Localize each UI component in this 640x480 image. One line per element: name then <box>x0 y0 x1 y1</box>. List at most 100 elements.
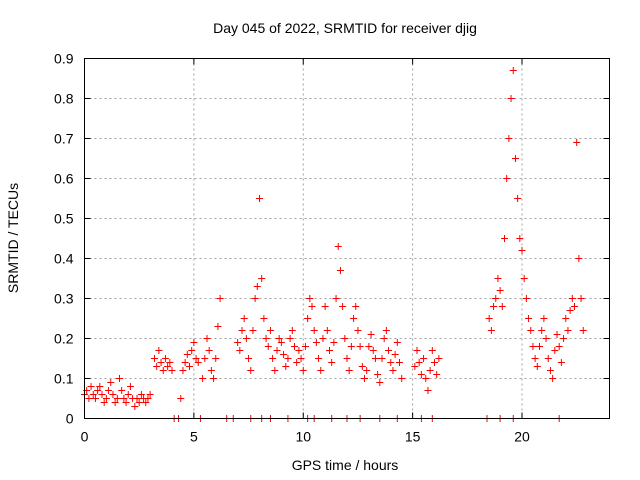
data-point <box>358 363 366 370</box>
data-point <box>398 375 406 382</box>
data-point <box>118 387 126 394</box>
data-point <box>339 303 347 310</box>
data-point <box>363 367 371 374</box>
data-point <box>347 343 355 350</box>
data-point <box>87 383 95 390</box>
data-point <box>385 347 393 354</box>
data-point <box>536 343 543 350</box>
data-point <box>540 315 548 322</box>
data-point <box>334 243 342 250</box>
data-point <box>579 327 587 334</box>
data-point <box>260 315 268 322</box>
data-point <box>529 343 537 350</box>
data-point <box>413 347 421 354</box>
data-point <box>422 375 430 382</box>
data-point <box>131 403 139 410</box>
data-point <box>299 367 307 374</box>
data-point <box>186 363 193 370</box>
data-point <box>273 347 281 354</box>
data-point <box>310 327 318 334</box>
data-point <box>207 367 215 374</box>
data-point <box>113 395 121 402</box>
data-point <box>146 391 154 398</box>
data-point <box>501 235 508 242</box>
data-point <box>380 335 388 342</box>
x-tick-label: 10 <box>295 429 311 445</box>
data-point <box>177 395 185 402</box>
data-point <box>367 331 375 338</box>
data-point <box>544 355 552 362</box>
data-point <box>105 387 113 394</box>
data-point <box>387 359 395 366</box>
data-point <box>181 359 189 366</box>
data-point <box>190 339 198 346</box>
data-point <box>330 339 338 346</box>
data-point <box>393 339 401 346</box>
data-point <box>317 367 325 374</box>
data-point <box>288 327 296 334</box>
data-point <box>356 343 364 350</box>
data-point <box>238 327 246 334</box>
data-point <box>269 355 277 362</box>
data-point <box>275 335 283 342</box>
data-point <box>122 399 130 406</box>
data-point <box>503 175 511 182</box>
data-point <box>168 367 176 374</box>
data-point <box>533 363 541 370</box>
data-point <box>137 391 145 398</box>
y-tick-label: 0.7 <box>54 131 74 147</box>
data-point <box>161 355 169 362</box>
data-point <box>564 327 572 334</box>
y-tick-label: 0.8 <box>54 91 74 107</box>
data-point <box>321 303 329 310</box>
data-point <box>126 383 134 390</box>
y-tick-labels: 0 0.1 0.2 0.3 0.4 0.5 0.6 0.7 0.8 0.9 <box>54 51 74 427</box>
y-tick-label: 0.9 <box>54 51 74 67</box>
data-point <box>301 343 309 350</box>
data-point <box>166 359 174 366</box>
data-point <box>428 347 436 354</box>
data-point <box>153 363 161 370</box>
data-point <box>538 327 546 334</box>
data-point <box>433 371 441 378</box>
data-point <box>194 359 202 366</box>
data-point <box>192 355 200 362</box>
data-point <box>264 343 272 350</box>
data-point <box>247 367 255 374</box>
data-point <box>520 275 528 282</box>
data-point <box>354 327 362 334</box>
data-point <box>411 363 419 370</box>
data-point <box>557 359 565 366</box>
data-point <box>336 267 344 274</box>
data-point <box>304 315 312 322</box>
data-point <box>297 355 305 362</box>
data-point <box>391 351 399 358</box>
data-point <box>89 391 97 398</box>
data-point <box>266 327 274 334</box>
data-point <box>332 295 340 302</box>
data-point <box>253 283 261 290</box>
data-point <box>522 295 530 302</box>
data-point <box>214 323 222 330</box>
data-point <box>242 335 250 342</box>
data-point <box>293 359 301 366</box>
data-point <box>345 367 353 374</box>
data-point <box>352 303 360 310</box>
data-point <box>201 355 209 362</box>
x-axis-label: GPS time / hours <box>292 457 399 473</box>
y-tick-label: 0.6 <box>54 171 74 187</box>
grid-lines <box>84 58 610 419</box>
data-point <box>490 303 498 310</box>
y-tick-label: 0 <box>66 411 74 427</box>
data-point <box>505 135 513 142</box>
data-point <box>116 375 123 382</box>
data-point <box>323 327 331 334</box>
data-point <box>509 67 517 74</box>
data-point <box>376 379 384 386</box>
y-tick-label: 0.5 <box>54 211 74 227</box>
data-point <box>96 383 104 390</box>
data-point <box>542 335 550 342</box>
data-point <box>256 195 263 202</box>
data-point <box>98 391 106 398</box>
data-point <box>151 355 158 362</box>
